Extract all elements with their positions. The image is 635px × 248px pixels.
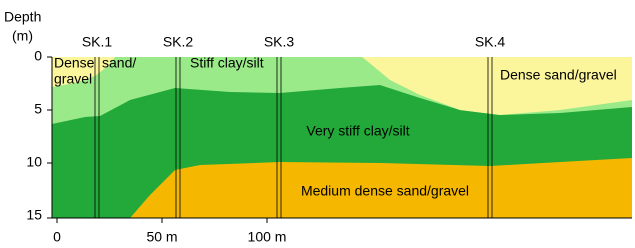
y-tick-label: 0 — [34, 48, 42, 64]
layer-label: Very stiff clay/silt — [306, 123, 409, 139]
y-title: Depth — [4, 9, 41, 25]
y-tick-label: 5 — [34, 101, 42, 117]
cross-section: Depth (m) 0 5 10 15 0 50 m 100 m SK.1 SK… — [0, 0, 635, 248]
layer-label: sand/ — [102, 55, 136, 71]
x-tick-label: 50 m — [146, 229, 177, 245]
layer-label: Medium dense sand/gravel — [301, 183, 469, 199]
x-tick-label: 100 m — [248, 229, 287, 245]
borehole-label: SK.1 — [82, 34, 113, 50]
layer-label: gravel — [54, 71, 92, 87]
y-tick-label: 10 — [26, 154, 42, 170]
layer-label: Stiff clay/silt — [190, 55, 264, 71]
layer-label: Dense sand/gravel — [500, 67, 617, 83]
x-tick-label: 0 — [53, 229, 61, 245]
borehole-label: SK.2 — [163, 34, 194, 50]
borehole-label: SK.3 — [264, 34, 295, 50]
y-unit: (m) — [12, 28, 33, 44]
layer-label: Dense — [54, 55, 95, 71]
borehole-label: SK.4 — [475, 34, 506, 50]
y-tick-label: 15 — [26, 207, 42, 223]
